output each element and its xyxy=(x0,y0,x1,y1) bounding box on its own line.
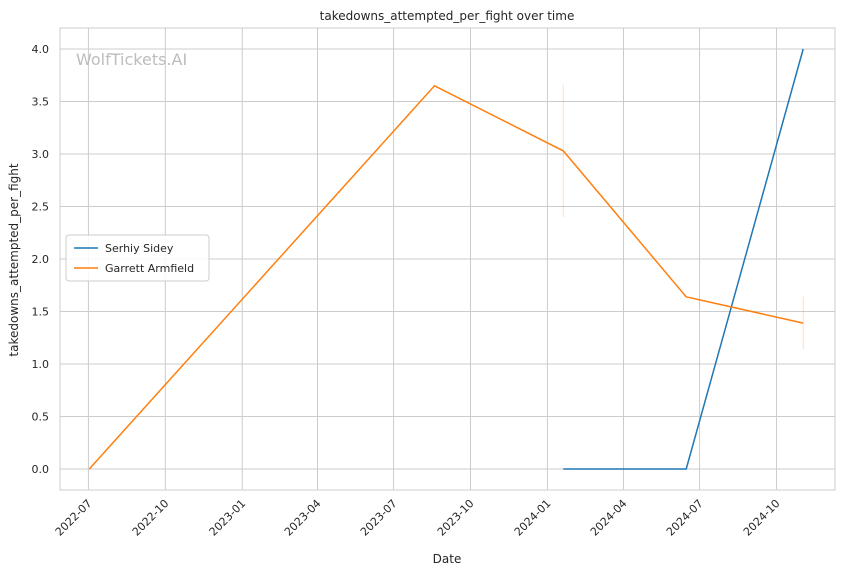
legend-box xyxy=(65,234,210,282)
watermark: WolfTickets.AI xyxy=(76,50,187,69)
y-tick-label: 4.0 xyxy=(32,43,50,56)
y-tick-label: 0.0 xyxy=(32,463,50,476)
y-tick-label: 2.5 xyxy=(32,201,50,214)
x-tick-label: 2022-10 xyxy=(130,497,172,539)
legend-label-garrett-armfield: Garrett Armfield xyxy=(105,262,194,275)
y-tick-label: 2.0 xyxy=(32,253,50,266)
y-tick-label: 3.0 xyxy=(32,148,50,161)
x-tick-label: 2024-10 xyxy=(741,497,783,539)
series-line-serhiy-sidey xyxy=(563,48,804,470)
chart-title: takedowns_attempted_per_fight over time xyxy=(320,9,575,23)
series-lines xyxy=(88,48,804,470)
y-tick-label: 1.5 xyxy=(32,306,50,319)
x-tick-label: 2023-07 xyxy=(358,497,400,539)
x-tick-label: 2023-10 xyxy=(435,497,477,539)
x-tick-label: 2024-04 xyxy=(588,497,630,539)
y-tick-label: 0.5 xyxy=(32,411,50,424)
grid xyxy=(60,28,835,490)
y-axis-label: takedowns_attempted_per_fight xyxy=(7,163,21,356)
y-tick-labels: 0.0 0.5 1.0 1.5 2.0 2.5 3.0 3.5 4.0 xyxy=(32,43,50,476)
x-tick-label: 2024-01 xyxy=(512,497,554,539)
x-tick-label: 2023-01 xyxy=(207,497,249,539)
y-tick-label: 3.5 xyxy=(32,96,50,109)
legend: Serhiy Sidey Garrett Armfield xyxy=(65,234,210,282)
x-axis-label: Date xyxy=(433,552,462,566)
x-tick-label: 2024-07 xyxy=(664,497,706,539)
x-tick-labels: 2022-07 2022-10 2023-01 2023-04 2023-07 2023-… xyxy=(53,497,783,539)
series-line-garrett-armfield xyxy=(88,84,804,470)
y-tick-label: 1.0 xyxy=(32,358,50,371)
x-tick-label: 2023-04 xyxy=(282,497,324,539)
x-tick-label: 2022-07 xyxy=(53,497,95,539)
legend-label-serhiy-sidey: Serhiy Sidey xyxy=(105,242,174,255)
